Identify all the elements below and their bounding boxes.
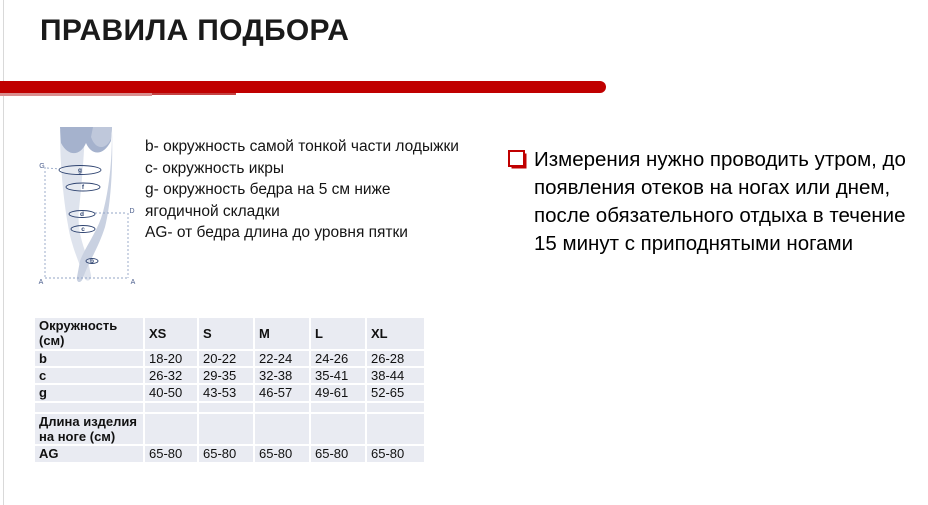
value-cell: 65-80: [309, 444, 367, 464]
value-cell: 18-20: [143, 348, 199, 369]
table-row-section-length: Длина изделия на ноге (см): [33, 411, 426, 447]
value-cell: XS: [143, 316, 199, 351]
row-label-cell: [33, 400, 145, 414]
value-cell: 29-35: [197, 365, 255, 386]
panty-highlight: [91, 127, 112, 148]
value-cell: 43-53: [197, 383, 255, 403]
corner-label-G: G: [39, 163, 44, 170]
legs-measurement-diagram: g f d c b G D A A: [39, 127, 136, 286]
title-underline-bar: [0, 81, 606, 93]
size-table: Окружность (см) XS S M L XL b 18-20 20-22 22-24 24…: [33, 316, 426, 464]
circumference-bands: [58, 165, 102, 264]
value-cell: 65-80: [197, 444, 255, 464]
leg-left-shape: [60, 130, 92, 281]
table-header-row: Окружность (см) XS S M L XL: [33, 316, 426, 351]
value-cell: 65-80: [143, 444, 199, 464]
note-text: Измерения нужно проводить утром, до появ…: [534, 148, 906, 255]
row-label-cell: c: [33, 365, 145, 386]
table-row-c: c 26-32 29-35 32-38 35-41 38-44: [33, 365, 426, 386]
band-label-d: d: [80, 211, 84, 218]
value-cell: 49-61: [309, 383, 367, 403]
value-cell: L: [309, 316, 367, 351]
value-cell: 32-38: [253, 365, 311, 386]
row-label-cell: Длина изделия на ноге (см): [33, 411, 145, 447]
band-label-g: g: [78, 167, 82, 174]
legend-line: g- окружность бедра на 5 см ниже ягодичн…: [145, 181, 391, 220]
value-cell: 46-57: [253, 383, 311, 403]
value-cell: 38-44: [365, 365, 426, 386]
legend-line: AG- от бедра длина до уровня пятки: [145, 224, 408, 242]
size-table-body: Окружность (см) XS S M L XL b 18-20 20-22 22-24 24…: [33, 316, 426, 464]
left-edge-divider: [3, 0, 4, 505]
value-cell: [309, 411, 367, 447]
value-cell: 22-24: [253, 348, 311, 369]
value-cell: [365, 411, 426, 447]
value-cell: [253, 411, 311, 447]
measurement-legend: b- окружность самой тонкой части лодыжки…: [145, 136, 467, 244]
corner-label-A-left: A: [39, 279, 44, 286]
value-cell: XL: [365, 316, 426, 351]
value-cell: [197, 400, 255, 414]
legend-line: c- окружность икры: [145, 159, 284, 177]
table-row-ag: AG 65-80 65-80 65-80 65-80 65-80: [33, 444, 426, 464]
value-cell: 35-41: [309, 365, 367, 386]
value-cell: M: [253, 316, 311, 351]
title-underline-accent-light: [0, 93, 152, 96]
leg-right-shape: [76, 130, 113, 283]
page-title: ПРАВИЛА ПОДБОРА: [40, 14, 350, 47]
band-label-b: b: [90, 258, 94, 265]
value-cell: 65-80: [365, 444, 426, 464]
corner-label-A-right: A: [131, 279, 136, 286]
value-cell: [143, 400, 199, 414]
measurement-note: Измерения нужно проводить утром, до появ…: [508, 146, 912, 258]
corner-label-D: D: [129, 208, 134, 215]
band-label-f: f: [82, 184, 85, 191]
value-cell: 65-80: [253, 444, 311, 464]
legend-line: b- окружность самой тонкой части лодыжки: [145, 138, 459, 155]
value-cell: 26-32: [143, 365, 199, 386]
red-square-bullet-icon: [508, 150, 525, 167]
value-cell: S: [197, 316, 255, 351]
value-cell: [143, 411, 199, 447]
value-cell: 24-26: [309, 348, 367, 369]
row-label-cell: Окружность (см): [33, 316, 145, 351]
band-label-c: c: [81, 226, 85, 233]
table-row-b: b 18-20 20-22 22-24 24-26 26-28: [33, 348, 426, 369]
row-label-cell: g: [33, 383, 145, 403]
row-label-cell: AG: [33, 444, 145, 464]
value-cell: [197, 411, 255, 447]
value-cell: [253, 400, 311, 414]
value-cell: 20-22: [197, 348, 255, 369]
table-row-spacer: [33, 400, 426, 414]
value-cell: 40-50: [143, 383, 199, 403]
measurement-dashed-frame: [44, 167, 129, 279]
value-cell: [365, 400, 426, 414]
value-cell: 26-28: [365, 348, 426, 369]
value-cell: 52-65: [365, 383, 426, 403]
table-row-g: g 40-50 43-53 46-57 49-61 52-65: [33, 383, 426, 403]
title-underline-accent-mid: [152, 93, 236, 95]
row-label-cell: b: [33, 348, 145, 369]
value-cell: [309, 400, 367, 414]
